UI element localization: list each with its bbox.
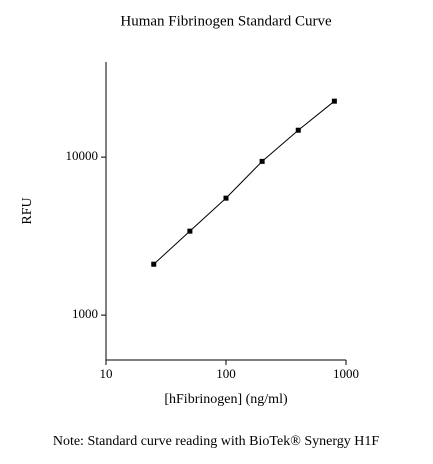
- x-axis-label: [hFibrinogen] (ng/ml): [164, 392, 288, 407]
- x-tick-label: 1000: [333, 366, 359, 381]
- data-line: [153, 100, 335, 265]
- chart-title: Human Fibrinogen Standard Curve: [120, 13, 332, 29]
- y-tick-label: 10000: [66, 148, 99, 163]
- y-tick-label: 1000: [72, 306, 98, 321]
- x-tick-label: 100: [216, 366, 236, 381]
- data-point: [331, 98, 337, 104]
- y-axis-label: RFU: [20, 197, 35, 224]
- data-point: [151, 261, 157, 267]
- data-point: [223, 195, 229, 201]
- footnote: Note: Standard curve reading with BioTek…: [53, 434, 380, 449]
- data-point: [259, 158, 265, 164]
- x-tick-label: 10: [100, 366, 113, 381]
- data-point: [295, 127, 301, 133]
- data-point: [187, 228, 193, 234]
